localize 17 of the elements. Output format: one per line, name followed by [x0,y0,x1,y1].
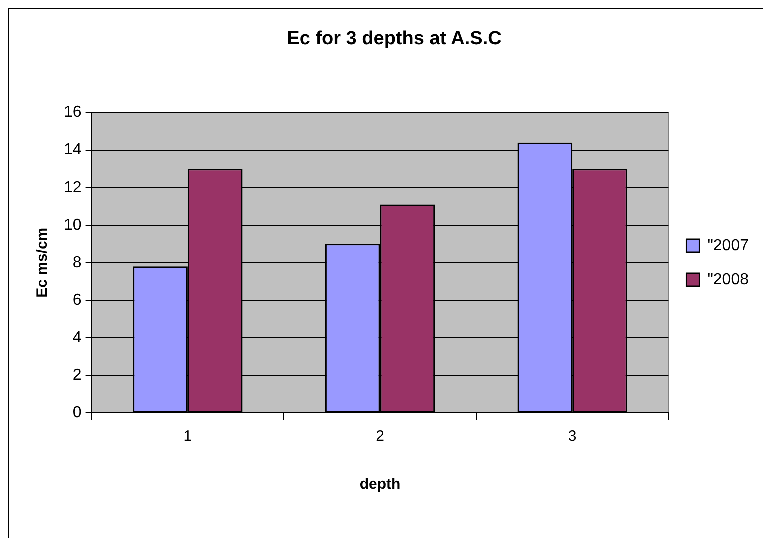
y-tick-label: 8 [72,254,82,272]
y-tick-label: 6 [72,292,82,309]
x-axis-title: depth [360,476,401,494]
y-tick-label: 0 [72,404,82,422]
y-tick-label: 4 [72,329,82,346]
y-tick-label: 2 [72,366,82,384]
legend-label: "2008 [708,271,750,288]
y-axis-title: Ec ms/cm [34,228,52,298]
legend-label: "2007 [708,237,750,254]
y-tick-label: 16 [64,104,82,122]
chart-title: Ec for 3 depths at A.S.C [287,28,502,50]
y-tick-label: 12 [64,179,82,196]
x-tick-label: 1 [184,428,192,446]
x-tick-label: 2 [376,428,384,446]
y-tick-label: 10 [64,216,82,234]
y-tick-label: 14 [64,142,82,159]
x-tick-label: 3 [568,428,577,446]
